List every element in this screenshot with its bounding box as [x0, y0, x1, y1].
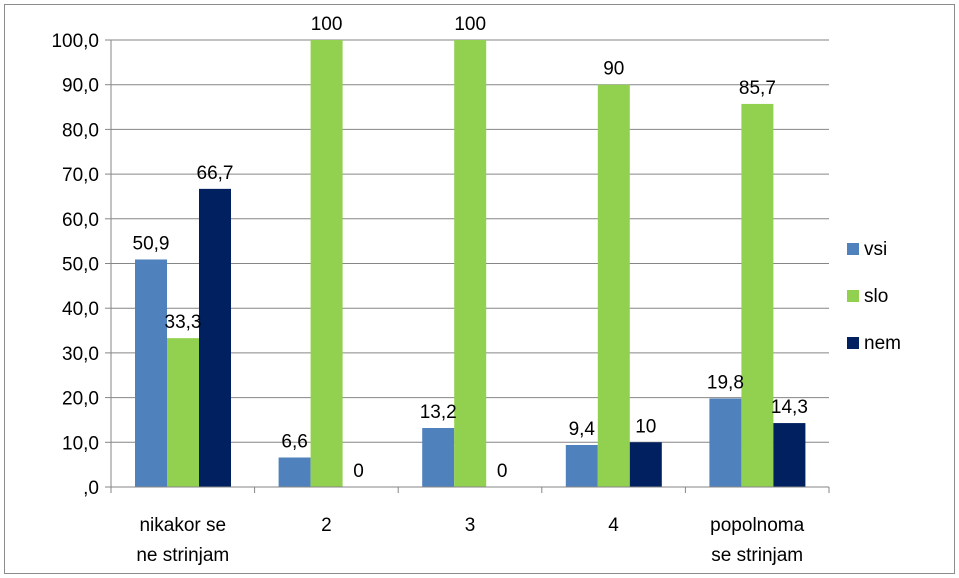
x-tick-label: ne strinjam — [136, 545, 229, 566]
bar-vsi — [278, 457, 311, 487]
y-tick-label: 30,0 — [62, 344, 99, 365]
data-label-slo: 85,7 — [739, 78, 776, 99]
bar-nem — [629, 442, 662, 487]
data-label-nem: 0 — [497, 461, 508, 482]
data-label-vsi: 6,6 — [281, 431, 307, 452]
bar-slo — [167, 338, 199, 487]
y-tick-label: 60,0 — [62, 210, 99, 231]
bar-nem — [199, 188, 231, 487]
data-label-vsi: 50,9 — [133, 233, 170, 254]
y-tick-label: 70,0 — [62, 165, 99, 186]
bar-slo — [597, 84, 630, 487]
legend-swatch-slo — [847, 290, 859, 302]
axes: ,0 10,0 20,0 30,0 40,0 50,0 60,0 70,0 80,0 90,0 10… — [51, 31, 830, 566]
data-label-slo: 100 — [311, 14, 343, 35]
x-tick-label: se strinjam — [711, 545, 803, 566]
bar-vsi — [709, 398, 742, 487]
data-label-nem: 0 — [353, 461, 364, 482]
bar-vsi — [422, 427, 455, 487]
data-label-slo: 33,3 — [165, 312, 202, 333]
y-tick-label: 100,0 — [51, 31, 99, 52]
x-tick-label: 3 — [465, 515, 476, 536]
legend-swatch-vsi — [847, 243, 859, 255]
bar-slo — [741, 103, 774, 488]
data-label-slo: 90 — [603, 59, 624, 80]
x-tick-label: popolnoma — [710, 515, 804, 536]
legend-label-vsi: vsi — [864, 239, 887, 260]
y-tick-label: 90,0 — [62, 76, 99, 97]
data-label-vsi: 13,2 — [420, 402, 457, 423]
data-label-nem: 14,3 — [771, 397, 808, 418]
bar-slo — [310, 40, 343, 487]
y-tick-label: 10,0 — [62, 433, 99, 454]
data-label-vsi: 9,4 — [569, 419, 596, 440]
y-tick-label: 80,0 — [62, 120, 99, 141]
bar-slo — [454, 40, 487, 487]
y-tick-label: 20,0 — [62, 389, 99, 410]
bar-vsi — [565, 444, 598, 487]
data-label-vsi: 19,8 — [707, 372, 744, 393]
bars — [135, 40, 806, 488]
legend-swatch-nem — [847, 337, 859, 349]
bar-vsi — [135, 259, 167, 487]
x-tick-label: 4 — [608, 515, 619, 536]
legend: vsi slo nem — [847, 239, 901, 354]
bar-nem — [773, 423, 806, 487]
x-tick-label: nikakor se — [139, 515, 226, 536]
legend-label-nem: nem — [864, 333, 901, 354]
y-tick-label: 50,0 — [62, 255, 99, 276]
y-tick-label: ,0 — [83, 478, 99, 499]
data-label-nem: 66,7 — [197, 163, 234, 184]
x-tick-label: 2 — [321, 515, 332, 536]
data-labels: 50,9 6,6 13,2 9,4 19,8 33,3 100 100 90 85,7 66,7 0 0… — [133, 14, 808, 482]
data-label-slo: 100 — [454, 14, 486, 35]
data-label-nem: 10 — [635, 416, 656, 437]
y-tick-label: 40,0 — [62, 299, 99, 320]
legend-label-slo: slo — [864, 286, 888, 307]
